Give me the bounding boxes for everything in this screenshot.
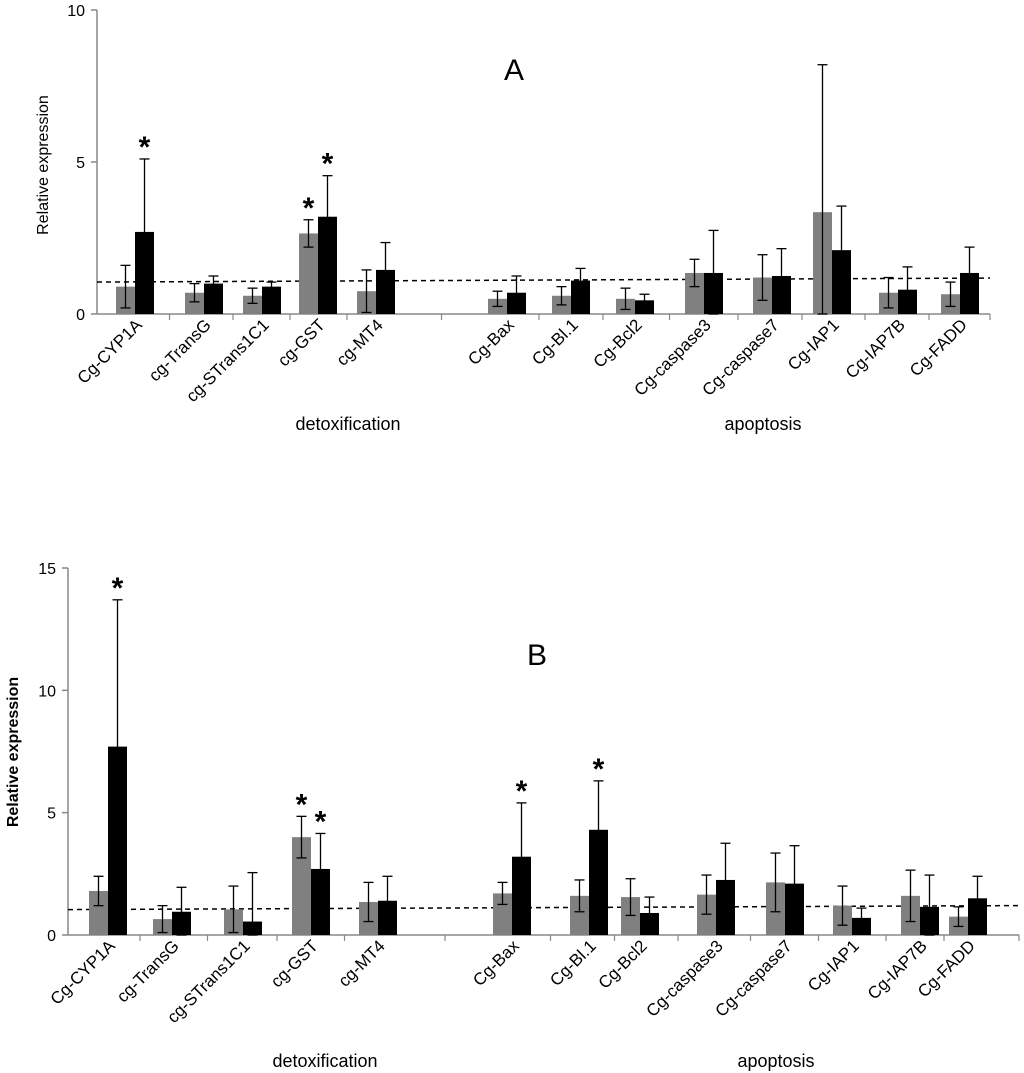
y-tick-label: 10: [67, 3, 85, 20]
category-label: cg-MT4: [335, 936, 389, 990]
bar-gray: [685, 272, 704, 314]
significance-star: *: [516, 775, 528, 808]
category-label: cg-TransG: [113, 936, 183, 1006]
significance-star: *: [112, 572, 124, 605]
significance-star: *: [315, 805, 327, 838]
y-tick-label: 5: [76, 155, 85, 172]
reference-dashed-line: [67, 904, 1020, 911]
y-tick-label: 10: [38, 683, 56, 700]
group-label-apoptosis: apoptosis: [737, 1051, 814, 1071]
panel-a-chart: A Relative expression detoxification apo…: [35, 3, 991, 434]
category-label: Cg-CYP1A: [74, 315, 147, 388]
significance-star: *: [303, 192, 315, 225]
category-label: Cg-Bl.1: [546, 936, 600, 990]
y-axis-label: Relative expression: [35, 95, 52, 235]
category-label: Cg-Bl.1: [528, 315, 582, 369]
panel-label: B: [527, 639, 547, 672]
bar-black: [318, 216, 337, 314]
significance-star: *: [139, 131, 151, 164]
panel-label: A: [504, 54, 524, 87]
category-label: Cg-Bax: [469, 936, 523, 990]
bar-gray: [185, 292, 204, 314]
category-label: Cg-Bax: [464, 315, 518, 369]
bar-black: [262, 286, 281, 314]
category-label: Cg-IAP1: [804, 936, 863, 995]
bar-gray: [89, 890, 108, 935]
reference-dashed-line: [96, 277, 991, 283]
category-label: Cg-Bcl2: [595, 936, 651, 992]
bar-black: [589, 829, 608, 935]
significance-star: *: [593, 753, 605, 786]
category-label: Cg-CYP1A: [47, 936, 120, 1009]
category-label: cg-GST: [274, 315, 329, 370]
group-label-detoxification: detoxification: [272, 1051, 377, 1071]
bar-black: [635, 300, 654, 314]
category-label: Cg-IAP1: [784, 315, 843, 374]
y-axis-label: Relative expression: [5, 677, 22, 827]
bar-gray: [243, 295, 262, 314]
y-tick-label: 15: [38, 561, 56, 578]
y-tick-label: 5: [47, 806, 56, 823]
panel-b-chart: B Relative expression detoxification apo…: [5, 561, 1020, 1071]
category-label: Cg-FADD: [906, 315, 971, 380]
category-label: cg-MT4: [333, 315, 387, 369]
significance-star: *: [296, 788, 308, 821]
category-label: Cg-Bcl2: [590, 315, 646, 371]
bar-gray: [299, 233, 318, 314]
y-tick-label: 0: [76, 307, 85, 324]
bar-gray: [292, 837, 311, 935]
group-label-detoxification: detoxification: [295, 414, 400, 434]
group-label-apoptosis: apoptosis: [724, 414, 801, 434]
bar-black: [571, 280, 590, 314]
category-label: Cg-IAP7B: [842, 315, 909, 382]
category-label: cg-GST: [267, 936, 322, 991]
y-tick-label: 0: [47, 928, 56, 945]
significance-star: *: [322, 148, 334, 181]
bar-gray: [570, 895, 589, 935]
